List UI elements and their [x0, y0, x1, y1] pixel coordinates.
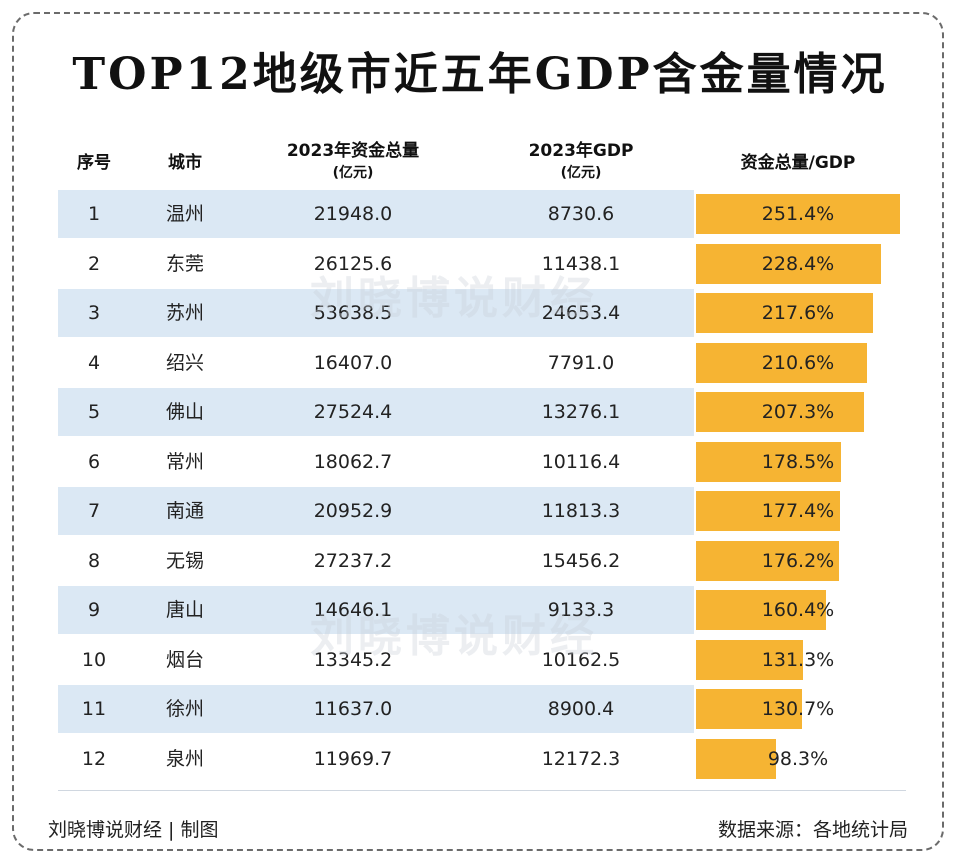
header-gdp-unit: (亿元)	[560, 165, 602, 181]
table-row-stripe	[58, 487, 694, 535]
cell-rank: 9	[87, 599, 101, 621]
footer-source: 数据来源：各地统计局	[717, 819, 908, 841]
table-row-stripe	[58, 586, 694, 634]
dashed-frame	[12, 12, 944, 851]
footer-credit: 刘晓博说财经 | 制图	[48, 819, 219, 841]
cell-rank: 3	[87, 302, 101, 324]
cell-city: 苏州	[165, 302, 204, 324]
table-row-stripe	[58, 685, 694, 733]
cell-rank: 12	[81, 748, 107, 770]
cell-city: 唐山	[165, 599, 204, 621]
ratio-bar	[696, 689, 802, 729]
cell-rank: 6	[87, 451, 101, 473]
cell-rank: 4	[87, 352, 101, 374]
cell-rank: 7	[87, 500, 101, 522]
ratio-bar	[696, 442, 841, 482]
ratio-bar	[696, 541, 839, 581]
cell-funds: 14646.1	[313, 599, 393, 621]
cell-city: 佛山	[165, 401, 204, 423]
cell-funds: 11969.7	[313, 748, 393, 770]
cell-city: 温州	[165, 203, 204, 225]
table-row-stripe	[58, 289, 694, 337]
ratio-label: 178.5%	[761, 451, 835, 473]
cell-gdp: 10116.4	[541, 451, 621, 473]
cell-funds: 21948.0	[313, 203, 393, 225]
ratio-bar	[696, 392, 864, 432]
cell-gdp: 7791.0	[547, 352, 615, 374]
cell-funds: 53638.5	[313, 302, 393, 324]
cell-rank: 2	[87, 253, 101, 275]
cell-rank: 5	[87, 401, 101, 423]
cell-gdp: 8900.4	[547, 698, 615, 720]
ratio-bar	[696, 640, 803, 680]
cell-funds: 11637.0	[313, 698, 393, 720]
ratio-label: 160.4%	[761, 599, 835, 621]
cell-funds: 26125.6	[313, 253, 393, 275]
cell-city: 泉州	[165, 748, 204, 770]
ratio-label: 228.4%	[761, 253, 835, 275]
cell-funds: 16407.0	[313, 352, 393, 374]
header-gdp-label: 2023年GDP	[528, 141, 634, 161]
ratio-bar	[696, 491, 840, 531]
cell-gdp: 15456.2	[541, 550, 621, 572]
ratio-label: 131.3%	[761, 649, 835, 671]
ratio-bar	[696, 343, 867, 383]
cell-funds: 27524.4	[313, 401, 393, 423]
cell-gdp: 11438.1	[541, 253, 621, 275]
cell-city: 南通	[165, 500, 204, 522]
header-ratio: 资金总量/GDP	[740, 153, 856, 173]
ratio-label: 251.4%	[761, 203, 835, 225]
cell-funds: 18062.7	[313, 451, 393, 473]
table-row-stripe	[58, 388, 694, 436]
ratio-label: 98.3%	[767, 748, 829, 770]
cell-rank: 11	[81, 698, 107, 720]
ratio-bar	[696, 590, 826, 630]
cell-city: 徐州	[165, 698, 204, 720]
cell-funds: 13345.2	[313, 649, 393, 671]
header-gdp: 2023年GDP (亿元)	[468, 140, 694, 184]
ratio-label: 130.7%	[761, 698, 835, 720]
ratio-label: 176.2%	[761, 550, 835, 572]
footer-divider	[58, 790, 906, 791]
header-funds-unit: (亿元)	[332, 165, 374, 181]
cell-city: 常州	[165, 451, 204, 473]
cell-city: 绍兴	[165, 352, 204, 374]
table-row-stripe	[58, 190, 694, 238]
cell-funds: 20952.9	[313, 500, 393, 522]
ratio-bar	[696, 293, 873, 333]
cell-rank: 1	[87, 203, 101, 225]
cell-gdp: 13276.1	[541, 401, 621, 423]
header-rank: 序号	[77, 153, 111, 173]
cell-city: 烟台	[165, 649, 204, 671]
cell-gdp: 24653.4	[541, 302, 621, 324]
ratio-bar	[696, 739, 776, 779]
cell-city: 东莞	[165, 253, 204, 275]
ratio-label: 177.4%	[761, 500, 835, 522]
cell-rank: 8	[87, 550, 101, 572]
cell-gdp: 12172.3	[541, 748, 621, 770]
ratio-label: 210.6%	[761, 352, 835, 374]
cell-gdp: 11813.3	[541, 500, 621, 522]
ratio-label: 217.6%	[761, 302, 835, 324]
cell-gdp: 8730.6	[547, 203, 615, 225]
header-funds-label: 2023年资金总量	[286, 141, 420, 161]
cell-city: 无锡	[165, 550, 204, 572]
ratio-bar	[696, 244, 881, 284]
cell-funds: 27237.2	[313, 550, 393, 572]
cell-rank: 10	[81, 649, 107, 671]
chart-title: TOP12地级市近五年GDP含金量情况	[72, 49, 888, 100]
header-city: 城市	[168, 153, 202, 173]
ratio-bar	[696, 194, 900, 234]
cell-gdp: 10162.5	[541, 649, 621, 671]
header-funds: 2023年资金总量 (亿元)	[240, 140, 466, 184]
cell-gdp: 9133.3	[547, 599, 615, 621]
ratio-label: 207.3%	[761, 401, 835, 423]
